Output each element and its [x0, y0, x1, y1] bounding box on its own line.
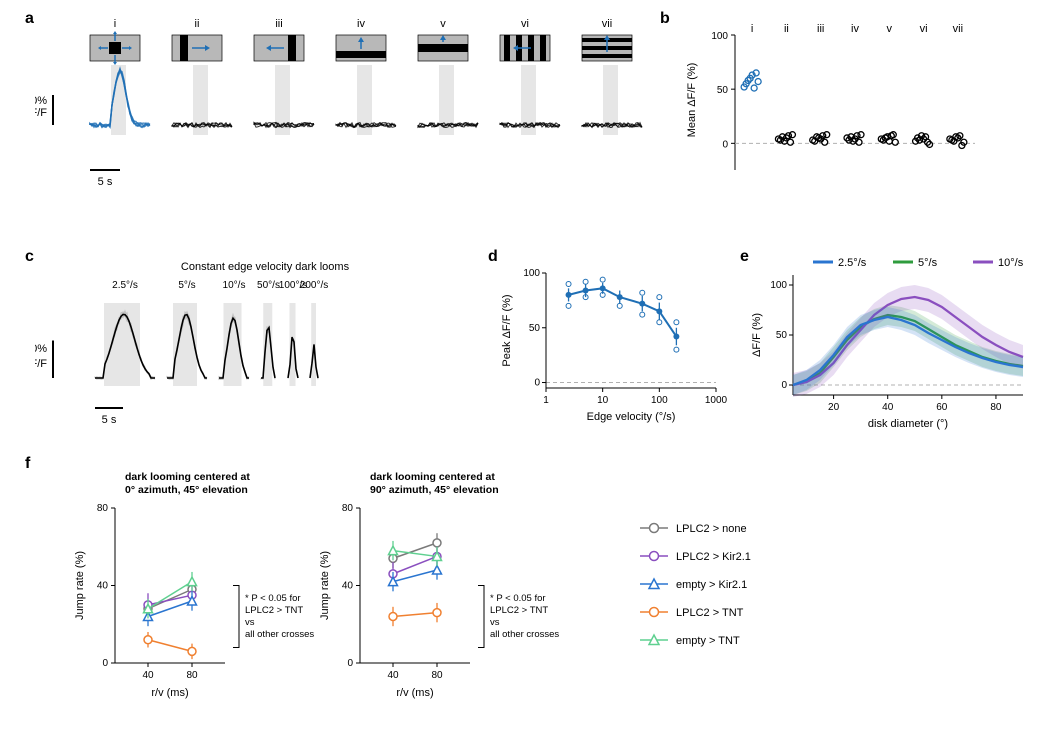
svg-text:40: 40 [387, 670, 399, 681]
svg-text:Edge velocity (°/s): Edge velocity (°/s) [587, 411, 676, 423]
svg-text:80: 80 [97, 503, 109, 514]
svg-text:100: 100 [711, 31, 728, 42]
svg-text:Jump rate (%): Jump rate (%) [319, 551, 331, 620]
svg-text:80: 80 [431, 670, 443, 681]
svg-text:200°/s: 200°/s [300, 280, 328, 291]
svg-text:vs: vs [245, 617, 255, 628]
svg-text:100: 100 [523, 268, 540, 279]
svg-text:0: 0 [534, 378, 540, 389]
svg-text:0: 0 [722, 139, 728, 150]
svg-text:vii: vii [953, 23, 963, 35]
svg-text:iii: iii [817, 23, 824, 35]
svg-text:i: i [751, 23, 753, 35]
svg-text:50: 50 [529, 323, 541, 334]
svg-text:50%: 50% [35, 95, 47, 107]
svg-text:empty > Kir2.1: empty > Kir2.1 [676, 579, 747, 591]
svg-text:Mean ΔF/F (%): Mean ΔF/F (%) [686, 63, 698, 138]
svg-text:vi: vi [920, 23, 928, 35]
svg-text:50°/s: 50°/s [257, 280, 280, 291]
svg-text:60: 60 [936, 402, 948, 413]
svg-text:5 s: 5 s [98, 176, 113, 188]
svg-text:Constant edge velocity dark lo: Constant edge velocity dark looms [181, 261, 350, 273]
svg-text:50: 50 [776, 330, 788, 341]
svg-text:5°/s: 5°/s [178, 280, 195, 291]
svg-text:ΔF/F: ΔF/F [35, 107, 47, 119]
svg-text:100: 100 [770, 280, 787, 291]
svg-text:* P < 0.05 for: * P < 0.05 for [245, 593, 301, 604]
svg-text:50: 50 [717, 85, 729, 96]
panel-a-label: a [25, 10, 34, 28]
svg-text:10°/s: 10°/s [998, 257, 1024, 269]
svg-text:40: 40 [142, 670, 154, 681]
svg-text:dark looming centered at: dark looming centered at [125, 471, 250, 483]
svg-text:LPLC2 > TNT: LPLC2 > TNT [676, 607, 744, 619]
svg-text:80: 80 [342, 503, 354, 514]
svg-text:90° azimuth, 45° elevation: 90° azimuth, 45° elevation [370, 484, 499, 496]
svg-text:r/v (ms): r/v (ms) [396, 687, 433, 699]
svg-text:0: 0 [102, 658, 108, 669]
svg-text:v: v [440, 18, 446, 30]
svg-text:iv: iv [357, 18, 365, 30]
svg-text:100: 100 [651, 395, 668, 406]
svg-text:LPLC2 > Kir2.1: LPLC2 > Kir2.1 [676, 551, 751, 563]
svg-text:disk diameter (°): disk diameter (°) [868, 418, 948, 430]
panel-d-label: d [488, 248, 498, 266]
svg-text:all other crosses: all other crosses [245, 629, 314, 640]
svg-text:2.5°/s: 2.5°/s [838, 257, 867, 269]
svg-text:empty > TNT: empty > TNT [676, 635, 740, 647]
svg-text:80: 80 [990, 402, 1002, 413]
svg-text:iv: iv [851, 23, 859, 35]
svg-text:2.5°/s: 2.5°/s [112, 280, 138, 291]
svg-text:0: 0 [781, 380, 787, 391]
svg-text:1: 1 [543, 395, 549, 406]
svg-text:50%: 50% [35, 343, 47, 355]
svg-text:Peak ΔF/F (%): Peak ΔF/F (%) [501, 294, 513, 366]
svg-text:all other crosses: all other crosses [490, 629, 559, 640]
panel-f-svg: dark looming centered at0° azimuth, 45° … [60, 468, 1030, 718]
svg-text:LPLC2 > none: LPLC2 > none [676, 523, 747, 535]
svg-text:LPLC2 > TNT: LPLC2 > TNT [490, 605, 548, 616]
svg-text:ΔF/F (%): ΔF/F (%) [751, 313, 763, 357]
svg-text:vii: vii [602, 18, 612, 30]
svg-text:10°/s: 10°/s [223, 280, 246, 291]
svg-text:0: 0 [347, 658, 353, 669]
svg-text:40: 40 [97, 581, 109, 592]
svg-text:80: 80 [186, 670, 198, 681]
svg-text:1000: 1000 [705, 395, 728, 406]
svg-text:ΔF/F: ΔF/F [35, 358, 47, 370]
svg-text:Jump rate (%): Jump rate (%) [74, 551, 86, 620]
panel-f-label: f [25, 455, 30, 473]
panel-b-svg: 050100Mean ΔF/F (%)iiiiiiivvvivii [680, 15, 990, 195]
svg-text:10: 10 [597, 395, 609, 406]
svg-text:* P < 0.05 for: * P < 0.05 for [490, 593, 546, 604]
svg-text:5°/s: 5°/s [918, 257, 938, 269]
svg-text:ii: ii [195, 18, 200, 30]
svg-text:40: 40 [342, 581, 354, 592]
svg-text:vs: vs [490, 617, 500, 628]
svg-text:0° azimuth, 45° elevation: 0° azimuth, 45° elevation [125, 484, 248, 496]
svg-text:vi: vi [521, 18, 529, 30]
svg-text:iii: iii [275, 18, 282, 30]
svg-text:ii: ii [784, 23, 789, 35]
panel-e-svg: 2.5°/s 5°/s 10°/s 20 40 60 80 0 50 100 disk diamet… [748, 250, 1038, 430]
svg-text:5 s: 5 s [102, 414, 117, 426]
svg-text:40: 40 [882, 402, 894, 413]
svg-text:r/v (ms): r/v (ms) [151, 687, 188, 699]
panel-c-svg: Constant edge velocity dark looms 2.5°/s 5… [35, 258, 485, 438]
panel-b-label: b [660, 10, 670, 28]
svg-text:v: v [887, 23, 893, 35]
panel-a-svg: iiiiiiivvvivii50%ΔF/F5 s [35, 15, 655, 225]
svg-text:dark looming centered at: dark looming centered at [370, 471, 495, 483]
svg-text:LPLC2 > TNT: LPLC2 > TNT [245, 605, 303, 616]
panel-d-svg: 1 10 100 1000 0 50 100 Edge velocity (°/s) Peak … [498, 258, 728, 428]
svg-text:i: i [114, 18, 116, 30]
panel-c-label: c [25, 248, 34, 266]
svg-text:20: 20 [828, 402, 840, 413]
